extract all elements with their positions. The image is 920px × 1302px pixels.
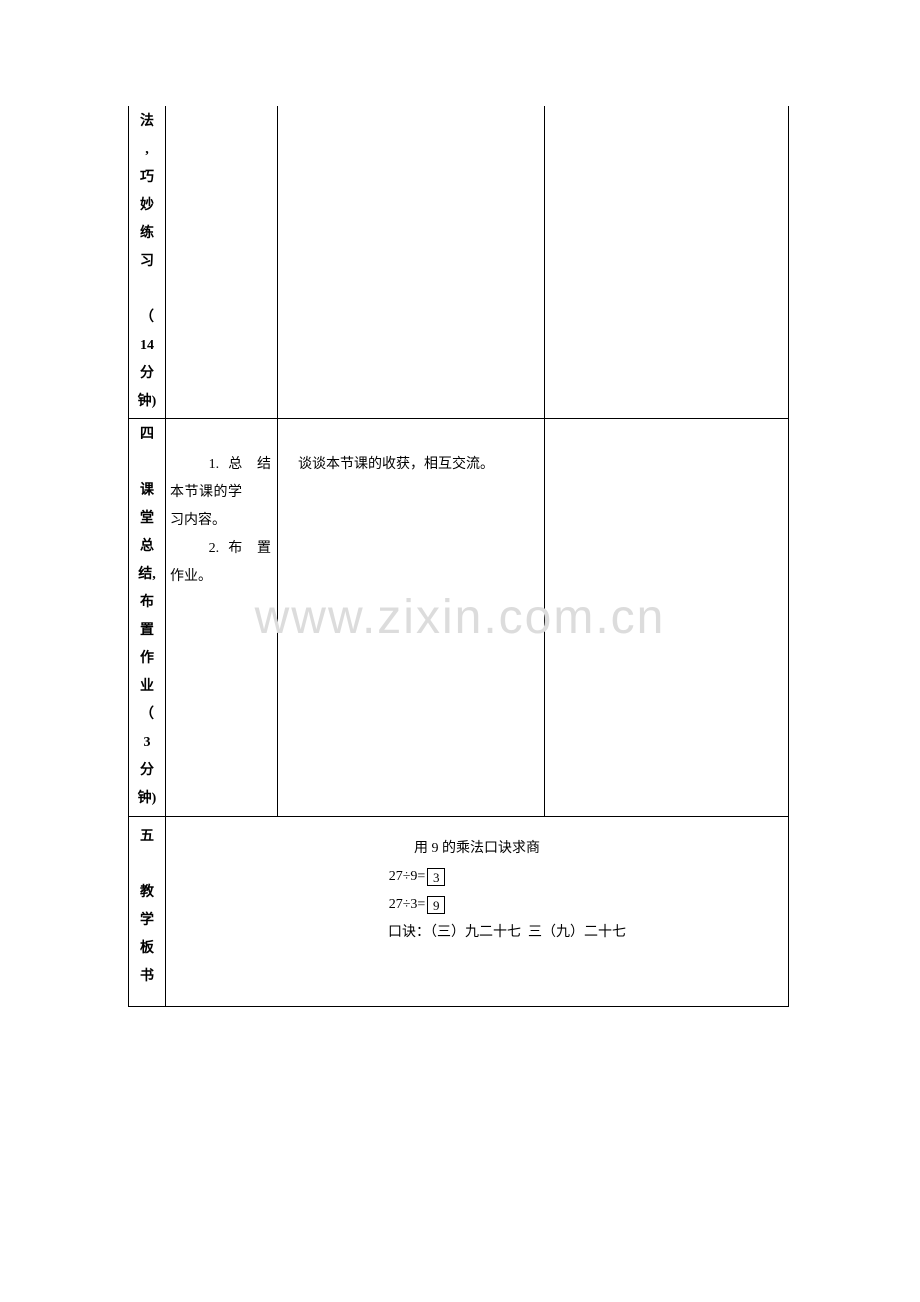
board-title: 用 9 的乘法口诀求商 [178,835,776,863]
board-eq1: 27÷9=3 [178,863,776,891]
row1-col1: 法 , 巧 妙 练 习 （ 14 分 钟) [129,106,166,419]
row3-col1: 五 教 学 板 书 [129,817,166,1007]
row1-col4 [545,106,789,419]
row2-col2: 1. 总 结 本节课的学 习内容。 2. 布 置 作业。 [166,419,278,817]
table-row: 五 教 学 板 书 用 9 的乘法口诀求商 27÷9=3 27÷3=9 [129,817,789,1007]
board-mnemonic: 口诀：（三）九二十七 三（九）二十七 [178,919,776,947]
row1-col3 [278,106,545,419]
lesson-table: 法 , 巧 妙 练 习 （ 14 分 钟) 四 [128,106,789,1007]
row2-col1: 四 课 堂 总 结, 布 置 作 业 （ 3 分 钟) [129,419,166,817]
row2-col3: 谈谈本节课的收获，相互交流。 [278,419,545,817]
board-eq2: 27÷3=9 [178,891,776,919]
table-row: 四 课 堂 总 结, 布 置 作 业 （ 3 分 钟) [129,419,789,817]
row1-col2 [166,106,278,419]
row3-board: 用 9 的乘法口诀求商 27÷9=3 27÷3=9 口诀：（三）九二十七 三（九… [166,817,789,1007]
table-row: 法 , 巧 妙 练 习 （ 14 分 钟) [129,106,789,419]
row2-col4 [545,419,789,817]
